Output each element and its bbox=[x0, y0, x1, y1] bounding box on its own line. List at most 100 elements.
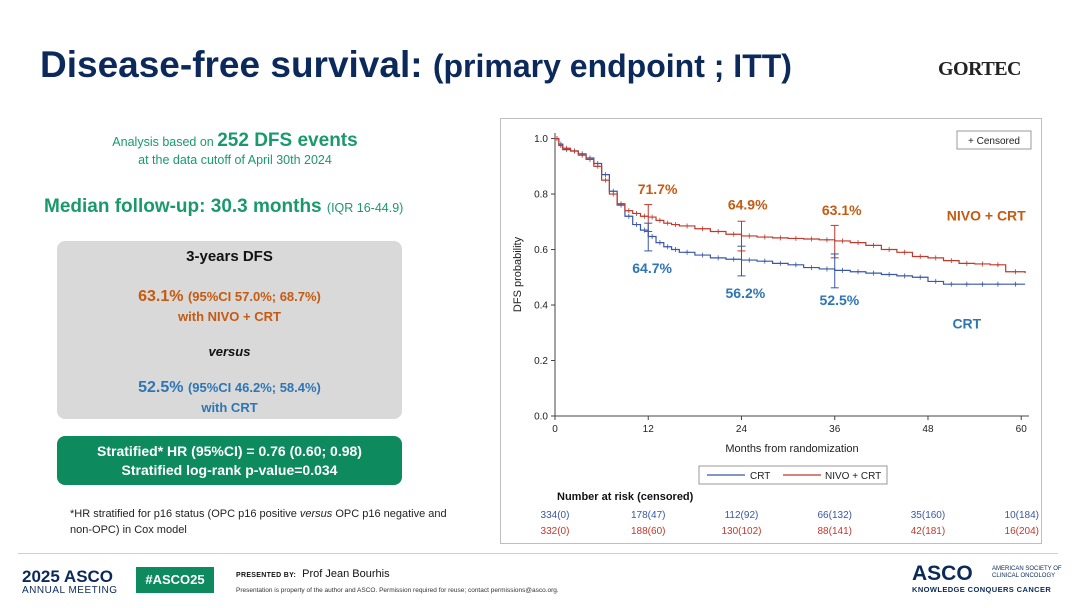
dfs-nivo-value: 63.1% bbox=[138, 288, 184, 305]
risk-table-cell: 112(92) bbox=[725, 510, 759, 521]
censor-mark bbox=[587, 156, 593, 162]
analysis-events: 252 DFS events bbox=[217, 130, 358, 151]
censor-mark bbox=[649, 233, 655, 239]
censor-mark bbox=[964, 260, 970, 266]
footer-divider bbox=[18, 553, 1058, 554]
censor-mark bbox=[871, 242, 877, 248]
risk-table-cell: 42(181) bbox=[911, 526, 945, 537]
y-tick-label: 0.2 bbox=[534, 356, 548, 367]
asco-society-name: AMERICAN SOCIETY OF CLINICAL ONCOLOGY bbox=[992, 566, 1062, 579]
x-tick-label: 48 bbox=[922, 424, 934, 435]
censor-mark bbox=[684, 249, 690, 255]
censor-mark bbox=[746, 233, 752, 239]
censor-mark bbox=[902, 273, 908, 279]
censor-mark bbox=[715, 255, 721, 261]
median-followup: Median follow-up: 30.3 months (IQR 16-44… bbox=[44, 196, 403, 218]
censor-mark bbox=[715, 228, 721, 234]
censored-legend-box bbox=[956, 130, 1032, 150]
legend-label-crt: CRT bbox=[750, 471, 770, 482]
censor-mark bbox=[700, 252, 706, 258]
chart-annotation: 52.5% bbox=[820, 292, 860, 308]
dfs-nivo-ci: (95%CI 57.0%; 68.7%) bbox=[187, 289, 321, 304]
censor-mark bbox=[824, 237, 830, 243]
censor-mark bbox=[886, 247, 892, 253]
chart-annotation: 64.7% bbox=[632, 260, 672, 276]
km-chart: 0 12 24 36 48 60 0.0 0.2 0.4 0.6 0.8 1.0 Months from… bbox=[512, 130, 1039, 537]
censor-mark bbox=[995, 281, 1001, 287]
censor-mark bbox=[777, 260, 783, 266]
censor-mark bbox=[558, 142, 564, 148]
censor-mark bbox=[808, 265, 814, 271]
title-subtitle: (primary endpoint ; ITT) bbox=[432, 48, 792, 84]
annual-meeting-label: ANNUAL MEETING bbox=[22, 585, 118, 596]
footnote-versus: versus bbox=[299, 508, 333, 520]
property-note: Presentation is property of the author a… bbox=[236, 587, 559, 594]
censor-mark bbox=[649, 214, 655, 220]
censor-mark bbox=[762, 258, 768, 264]
x-tick-label: 60 bbox=[1016, 424, 1028, 435]
censor-mark bbox=[564, 145, 570, 151]
y-tick-label: 0.4 bbox=[534, 301, 548, 312]
x-tick-label: 24 bbox=[736, 424, 748, 435]
censored-legend-label: + Censored bbox=[968, 136, 1020, 147]
chart-annotation: 56.2% bbox=[726, 285, 766, 301]
risk-table-cell: 16(204) bbox=[1005, 526, 1039, 537]
chart-annotation: NIVO + CRT bbox=[947, 207, 1026, 223]
hr-line: Stratified* HR (95%CI) = 0.76 (0.60; 0.9… bbox=[97, 443, 362, 459]
asco-word: ASCO bbox=[912, 562, 973, 585]
dfs-crt-with: with CRT bbox=[201, 400, 258, 415]
censor-mark bbox=[840, 267, 846, 273]
dfs-nivo-line: 63.1% (95%CI 57.0%; 68.7%) bbox=[57, 288, 402, 306]
censor-mark bbox=[979, 261, 985, 267]
risk-table-cell: 332(0) bbox=[541, 526, 570, 537]
chart-annotation: CRT bbox=[952, 316, 981, 332]
footnote-part1: *HR stratified for p16 status (OPC p16 p… bbox=[70, 508, 300, 520]
km-chart-panel: 0 12 24 36 48 60 0.0 0.2 0.4 0.6 0.8 1.0 Months from… bbox=[500, 118, 1042, 544]
y-tick-label: 0.8 bbox=[534, 190, 548, 201]
censor-mark bbox=[603, 177, 609, 183]
censor-mark bbox=[933, 255, 939, 261]
dfs-nivo-with: with NIVO + CRT bbox=[178, 309, 281, 324]
censor-mark bbox=[665, 244, 671, 250]
censor-mark bbox=[665, 220, 671, 226]
dfs-versus: versus bbox=[208, 344, 251, 359]
presented-by: PRESENTED BY: Prof Jean Bourhis bbox=[236, 568, 390, 580]
censor-mark bbox=[948, 258, 954, 264]
censor-mark bbox=[995, 262, 1001, 268]
asco-2025-brand: 2025 ASCO ANNUAL MEETING bbox=[22, 567, 118, 596]
risk-table-cell: 178(47) bbox=[631, 510, 665, 521]
censor-mark bbox=[672, 247, 678, 253]
three-year-dfs-box: 3-years DFS 63.1% (95%CI 57.0%; 68.7%) w… bbox=[57, 241, 402, 419]
presented-by-label: PRESENTED BY: bbox=[236, 572, 297, 579]
risk-table-cell: 188(60) bbox=[631, 526, 665, 537]
censor-mark bbox=[672, 222, 678, 228]
y-tick-label: 1.0 bbox=[534, 134, 548, 145]
censor-mark bbox=[902, 249, 908, 255]
censor-mark bbox=[684, 223, 690, 229]
asco-tagline: KNOWLEDGE CONQUERS CANCER bbox=[912, 585, 1052, 594]
y-axis-label: DFS probability bbox=[512, 236, 524, 312]
censor-mark bbox=[840, 238, 846, 244]
chart-annotation: 64.9% bbox=[728, 196, 768, 212]
gortec-logo: GORTEC bbox=[938, 58, 1021, 80]
censor-mark bbox=[700, 226, 706, 232]
x-tick-label: 0 bbox=[552, 424, 558, 435]
censor-mark bbox=[917, 274, 923, 280]
chart-annotation: 71.7% bbox=[638, 181, 678, 197]
chart-annotation: 63.1% bbox=[822, 202, 862, 218]
censor-mark bbox=[626, 208, 632, 214]
analysis-prefix: Analysis based on bbox=[112, 135, 218, 149]
footnote-part2: OPC p16 negative and non-OPC) in Cox mod… bbox=[70, 508, 447, 536]
censor-mark bbox=[641, 213, 647, 219]
censor-mark bbox=[634, 222, 640, 228]
censor-mark bbox=[731, 231, 737, 237]
censor-mark bbox=[855, 269, 861, 275]
presenter-name: Prof Jean Bourhis bbox=[302, 568, 390, 580]
risk-table-cell: 10(184) bbox=[1005, 510, 1039, 521]
analysis-note: Analysis based on 252 DFS events at the … bbox=[60, 130, 410, 169]
censor-mark bbox=[808, 236, 814, 242]
censor-mark bbox=[933, 278, 939, 284]
risk-table-cell: 130(102) bbox=[721, 526, 761, 537]
risk-table-cell: 334(0) bbox=[541, 510, 570, 521]
censor-mark bbox=[1012, 269, 1018, 275]
